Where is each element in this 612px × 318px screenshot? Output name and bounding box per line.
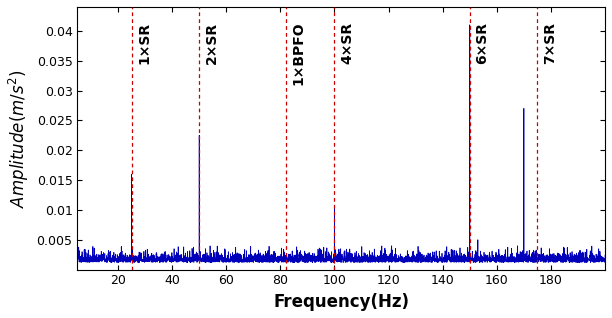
Y-axis label: Amplitude$(m/s^2)$: Amplitude$(m/s^2)$ [7,69,31,208]
X-axis label: Frequency(Hz): Frequency(Hz) [274,293,409,311]
Text: 6×SR: 6×SR [475,22,489,64]
Text: 2×SR: 2×SR [204,22,218,64]
Text: 7×SR: 7×SR [543,22,557,64]
Text: 1×SR: 1×SR [137,22,151,64]
Text: 4×SR: 4×SR [340,22,354,64]
Text: 1×BPFO: 1×BPFO [291,22,305,86]
